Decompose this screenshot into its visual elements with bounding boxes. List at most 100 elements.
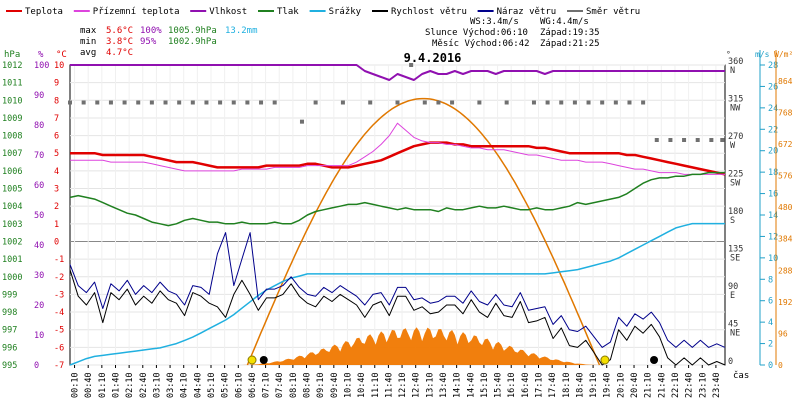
pressure-tick: 1011 — [2, 79, 22, 89]
pressure-tick: 999 — [2, 290, 17, 300]
wind-direction-tick: 180 — [728, 207, 743, 217]
wind-direction-point — [395, 100, 400, 105]
legend-label: Přízemní teplota — [93, 7, 180, 17]
wind-direction-tick: 0 — [728, 357, 733, 367]
x-tick-label: 13:10 — [425, 372, 435, 398]
info-sun_set: Západ:19:35 — [540, 28, 600, 38]
chart-title: 9.4.2016 — [404, 51, 462, 65]
wind-direction-point — [436, 100, 441, 105]
axis-unit-ms: m/s — [755, 50, 770, 59]
legend-label: Náraz větru — [497, 7, 557, 17]
pressure-tick: 1012 — [2, 61, 22, 71]
axis-unit-hpa: hPa — [4, 50, 20, 60]
stat-max_temp: 5.6°C — [106, 26, 133, 36]
radiation-tick: 480 — [778, 203, 793, 212]
pressure-tick: 1007 — [2, 149, 22, 159]
wind-direction-point — [450, 100, 455, 105]
x-tick-label: 04:10 — [180, 372, 190, 398]
wind-direction-point — [531, 100, 536, 105]
humidity-tick: 70 — [34, 151, 44, 161]
wind-speed-tick: 0 — [768, 361, 773, 371]
x-tick-label: 20:40 — [630, 372, 640, 398]
temperature-tick: -2 — [54, 273, 64, 283]
stat-max_hum: 100% — [140, 26, 162, 36]
legend-label: Rychlost větru — [391, 7, 467, 17]
info-moon_set: Západ:21:25 — [540, 39, 600, 49]
series-5 — [69, 269, 726, 366]
wind-direction-point — [695, 138, 700, 142]
x-tick-label: 23:10 — [698, 372, 708, 398]
temperature-tick: 7 — [54, 114, 59, 124]
wind-direction-point — [641, 100, 646, 105]
wind-direction-point — [409, 63, 414, 67]
x-tick-label: 14:40 — [466, 372, 476, 398]
wind-direction-point — [422, 100, 427, 105]
wind-direction-point — [477, 100, 482, 105]
stat-max_press: 1005.9hPa — [168, 26, 217, 36]
radiation-tick: 96 — [778, 329, 788, 338]
radiation-tick: 768 — [778, 108, 793, 117]
x-tick-label: 04:40 — [193, 372, 203, 398]
pressure-tick: 1002 — [2, 237, 22, 247]
wind-speed-tick: 26 — [768, 82, 778, 92]
radiation-tick: 288 — [778, 266, 793, 275]
info-wg: WG:4.4m/s — [540, 17, 589, 27]
wind-direction-point — [149, 100, 154, 105]
pressure-tick: 1001 — [2, 255, 22, 265]
info-ws: WS:3.4m/s — [470, 17, 519, 27]
x-tick-label: 23:40 — [712, 372, 722, 398]
wind-direction-point — [600, 100, 605, 105]
legend-label: Tlak — [277, 7, 299, 17]
sun-rise-marker — [247, 355, 257, 365]
radiation-area — [239, 327, 603, 365]
temperature-tick: 4 — [54, 167, 59, 177]
wind-direction-point — [177, 100, 182, 105]
pressure-tick: 997 — [2, 326, 17, 336]
temperature-tick: 9 — [54, 79, 59, 89]
pressure-tick: 1004 — [2, 202, 22, 212]
stat-max_label: max — [80, 26, 97, 36]
pressure-tick: 998 — [2, 308, 17, 318]
x-tick-label: 15:40 — [494, 372, 504, 398]
wind-direction-point — [122, 100, 127, 105]
wind-direction-point — [68, 100, 72, 105]
wind-direction-point — [572, 100, 577, 105]
wind-speed-tick: 24 — [768, 104, 778, 114]
humidity-tick: 0 — [34, 361, 39, 371]
x-tick-label: 18:40 — [575, 372, 585, 398]
x-tick-label: 05:40 — [221, 372, 231, 398]
series-6 — [69, 232, 726, 348]
x-tick-label: 13:40 — [439, 372, 449, 398]
stat-avg_label: avg — [80, 48, 96, 58]
x-tick-label: 16:10 — [507, 372, 517, 398]
x-tick-label: 17:10 — [535, 372, 545, 398]
wind-speed-tick: 18 — [768, 168, 778, 178]
moon-rise-marker — [259, 356, 268, 364]
pressure-tick: 1008 — [2, 132, 22, 142]
x-tick-label: 17:40 — [548, 372, 558, 398]
x-tick-label: 21:40 — [657, 372, 667, 398]
radiation-tick: 384 — [778, 235, 793, 244]
wind-direction-point — [299, 119, 304, 124]
wind-direction-point — [340, 100, 345, 105]
axis-unit-pct: % — [38, 50, 44, 60]
wind-direction-point — [163, 100, 168, 105]
wind-direction-point — [545, 100, 550, 105]
moon-set-marker — [650, 356, 659, 364]
radiation-tick: 864 — [778, 77, 793, 86]
humidity-tick: 80 — [34, 121, 44, 131]
plot-frame — [69, 64, 726, 366]
series-2 — [70, 64, 725, 81]
axis-unit-wind_deg: ° — [726, 50, 731, 59]
x-tick-label: 09:40 — [330, 372, 340, 398]
humidity-tick: 30 — [34, 271, 44, 281]
x-tick-label: 08:40 — [303, 372, 313, 398]
humidity-tick: 60 — [34, 181, 44, 191]
x-tick-label: 03:40 — [166, 372, 176, 398]
wind-direction-tick: 90 — [728, 282, 738, 292]
temperature-tick: 10 — [54, 61, 64, 71]
pressure-tick: 1009 — [2, 114, 22, 124]
wind-direction-tick: 135 — [728, 245, 743, 255]
stat-min_press: 1002.9hPa — [168, 37, 217, 47]
temperature-tick: -3 — [54, 290, 64, 300]
